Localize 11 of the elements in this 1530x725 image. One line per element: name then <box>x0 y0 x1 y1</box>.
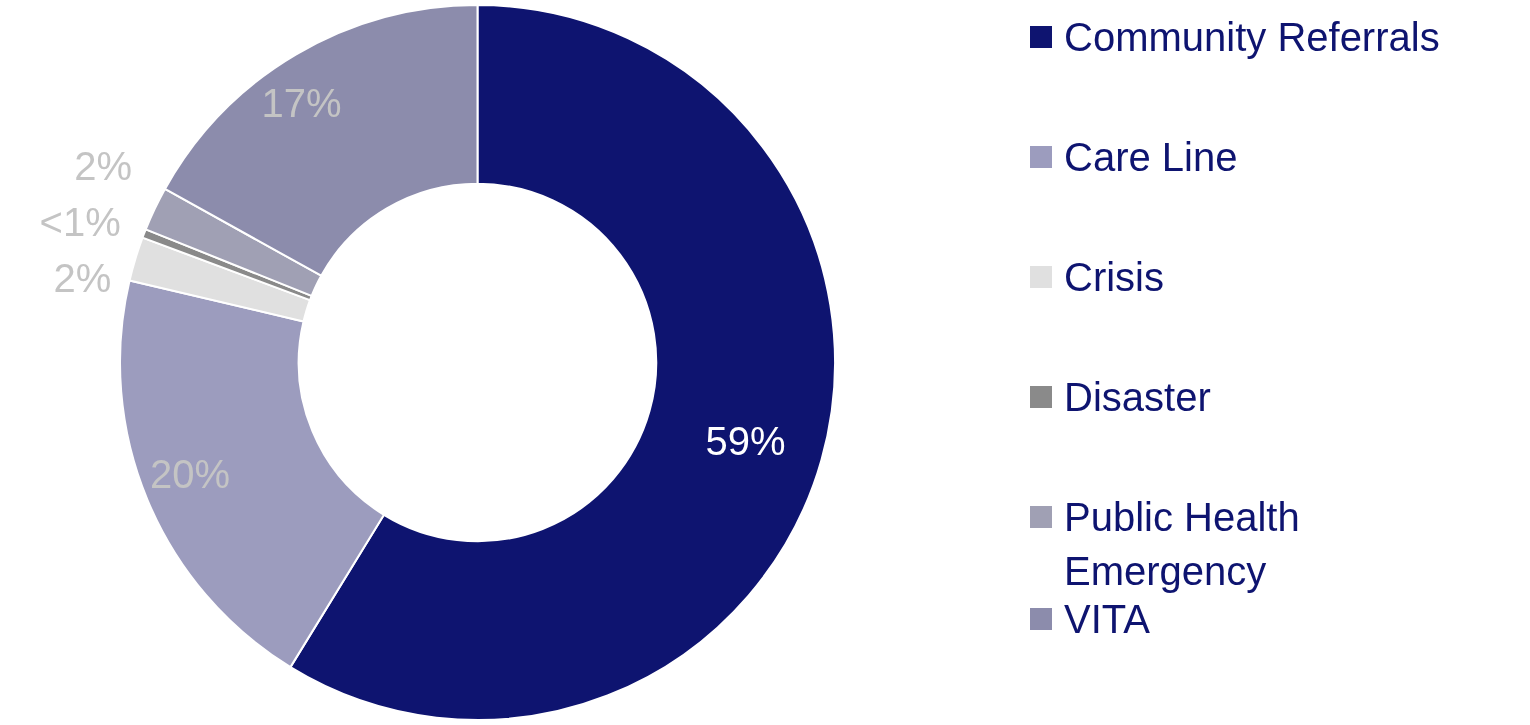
legend-label: Public Health Emergency <box>1064 494 1301 595</box>
legend-label: Community Referrals <box>1064 14 1441 61</box>
legend-label: Care Line <box>1064 134 1239 181</box>
data-label: 59% <box>705 418 786 463</box>
data-label: 17% <box>261 80 342 125</box>
data-label: 2% <box>53 255 112 300</box>
legend-label: Crisis <box>1064 254 1165 301</box>
data-label: 2% <box>74 143 133 188</box>
legend-label: VITA <box>1064 596 1151 643</box>
data-label: <1% <box>39 199 121 244</box>
legend-label: Disaster <box>1064 374 1212 421</box>
